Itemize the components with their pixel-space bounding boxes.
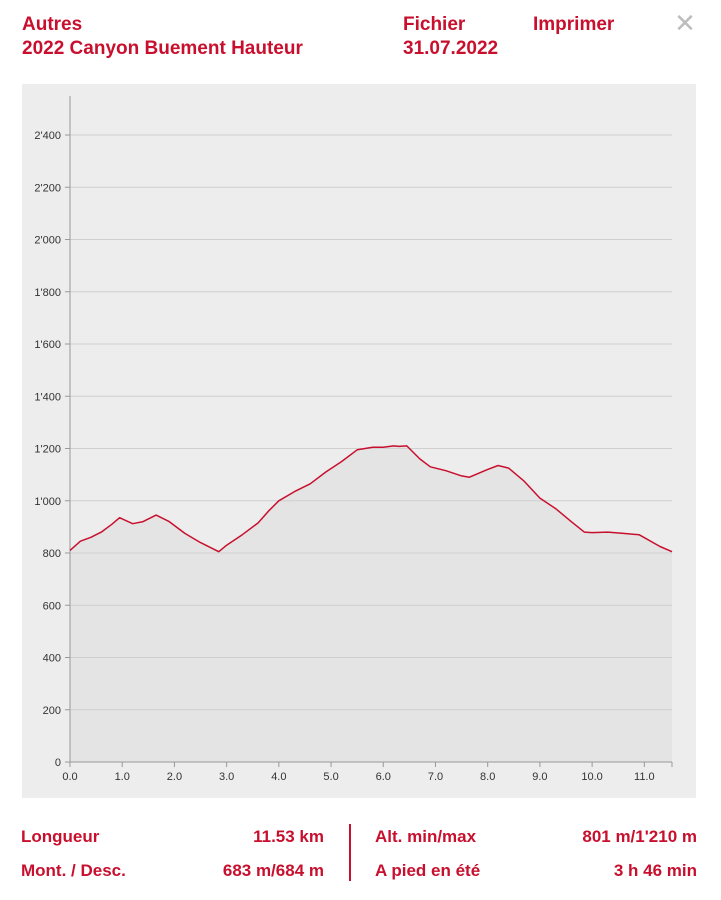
y-tick-label: 1'400 (34, 391, 61, 403)
print-link[interactable]: Imprimer (533, 14, 615, 35)
y-tick-label: 2'400 (34, 130, 61, 142)
walk-time-value: 3 h 46 min (613, 861, 697, 880)
x-tick-label: 8.0 (480, 771, 495, 783)
y-tick-label: 800 (43, 548, 61, 560)
x-tick-label: 9.0 (532, 771, 547, 783)
y-tick-label: 1'000 (34, 496, 61, 508)
length-value: 11.53 km (253, 827, 324, 846)
y-tick-label: 0 (55, 757, 61, 769)
y-tick-label: 2'000 (34, 235, 61, 247)
y-tick-label: 1'600 (34, 339, 61, 351)
ascent-descent-label: Mont. / Desc. (21, 861, 126, 880)
x-tick-label: 10.0 (581, 771, 602, 783)
y-tick-label: 400 (43, 653, 61, 665)
x-tick-label: 2.0 (167, 771, 182, 783)
length-label: Longueur (21, 827, 100, 846)
close-icon[interactable]: ✕ (674, 8, 696, 38)
altitude-min-max-value: 801 m/1'210 m (582, 827, 697, 846)
altitude-min-max-label: Alt. min/max (375, 827, 477, 846)
file-link[interactable]: Fichier (403, 14, 466, 35)
x-tick-label: 1.0 (115, 771, 130, 783)
elevation-chart-svg: 0 200 400 600 800 1'000 1'200 1'400 1'600 1'800 2'… (34, 96, 673, 783)
ascent-descent-value: 683 m/684 m (222, 861, 324, 880)
x-tick-label: 7.0 (428, 771, 443, 783)
y-tick-label: 200 (43, 705, 61, 717)
y-tick-label: 1'200 (34, 444, 61, 456)
elevation-profile-chart: 0 200 400 600 800 1'000 1'200 1'400 1'600 1'800 2'… (22, 84, 696, 798)
x-tick-label: 5.0 (323, 771, 338, 783)
y-tick-label: 1'800 (34, 287, 61, 299)
y-tick-label: 2'200 (34, 182, 61, 194)
category-label: Autres (22, 14, 83, 35)
x-tick-label: 4.0 (271, 771, 286, 783)
walk-time-label: A pied en été (375, 861, 481, 880)
stats-divider (349, 824, 351, 881)
x-tick-label: 6.0 (376, 771, 391, 783)
x-tick-label: 11.0 (634, 771, 655, 783)
x-tick-label: 0.0 (62, 771, 77, 783)
elevation-area-fill (70, 445, 672, 762)
x-tick-label: 3.0 (219, 771, 234, 783)
route-title: 2022 Canyon Buement Hauteur (22, 38, 303, 59)
y-tick-label: 600 (43, 600, 61, 612)
route-date: 31.07.2022 (403, 38, 499, 59)
elevation-line (69, 445, 673, 553)
